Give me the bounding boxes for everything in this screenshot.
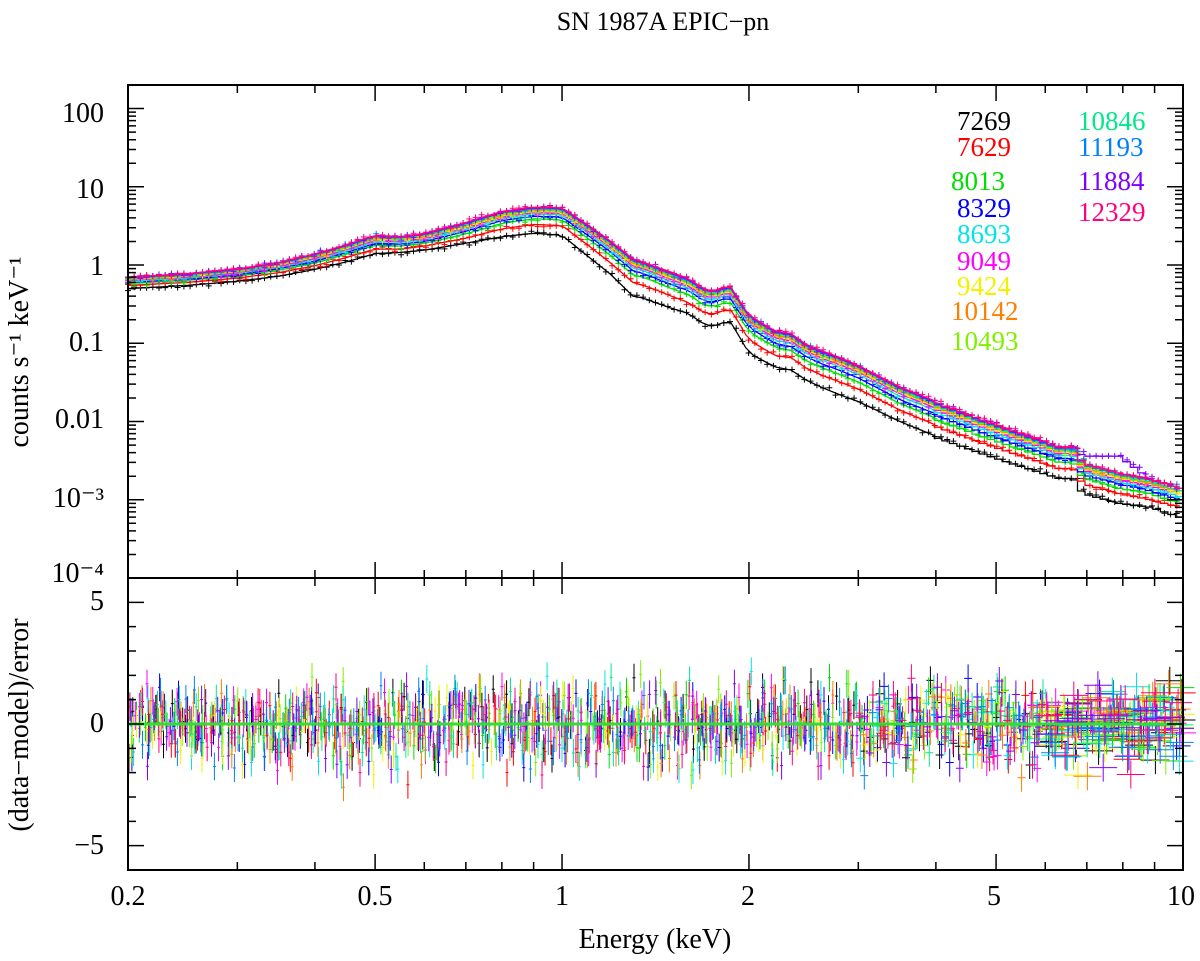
legend-label-10142: 10142	[951, 296, 1019, 326]
x-tick-labels: 0.2 0.5 1 2 5 10	[111, 881, 1196, 912]
residual-tick-label-minus5: −5	[74, 830, 104, 861]
y-tick-label-1e-3: 10⁻³	[53, 483, 104, 514]
legend-label-9424: 9424	[957, 271, 1012, 301]
x-tick-label-2: 2	[741, 881, 755, 912]
x-tick-label-0.2: 0.2	[111, 881, 146, 912]
upper-y-axis-label: counts s⁻¹ keV⁻¹	[4, 257, 35, 448]
residual-errorbars-12329	[128, 664, 1193, 789]
legend-label-8013: 8013	[951, 166, 1005, 196]
residual-tick-label-0: 0	[90, 708, 104, 739]
axis-ticks	[127, 85, 1184, 870]
legend-label-7629: 7629	[957, 132, 1011, 162]
spectrum-model-7629	[127, 223, 1183, 508]
legend-label-11193: 11193	[1078, 132, 1144, 162]
legend-label-10493: 10493	[951, 326, 1019, 356]
y-tick-label-0.1: 0.1	[69, 327, 104, 358]
residual-series-12329	[128, 664, 1193, 789]
residual-points	[127, 657, 1196, 802]
spectrum-model-8693	[127, 213, 1183, 498]
tick-marks	[127, 85, 1184, 870]
legend-label-10846: 10846	[1078, 106, 1146, 136]
spectrum-model-9049	[127, 211, 1183, 495]
y-tick-label-0.01: 0.01	[55, 404, 104, 435]
legend-label-9049: 9049	[957, 246, 1011, 276]
legend-label-8693: 8693	[957, 219, 1011, 249]
x-axis-label: Energy (keV)	[579, 924, 732, 955]
lower-y-tick-labels: 5 0 −5	[74, 586, 104, 861]
spectra-series	[125, 202, 1183, 518]
legend-label-7269: 7269	[957, 106, 1011, 136]
x-tick-label-5: 5	[987, 881, 1001, 912]
y-tick-label-10: 10	[76, 174, 104, 205]
legend-label-11884: 11884	[1078, 166, 1145, 196]
x-tick-label-10: 10	[1167, 881, 1195, 912]
x-tick-label-0.5: 0.5	[358, 881, 393, 912]
spectrum-data-8329	[125, 211, 1180, 502]
spectrum-model-12329	[127, 206, 1183, 489]
spectrum-data-9049	[125, 209, 1180, 495]
x-tick-label-1: 1	[555, 881, 569, 912]
y-tick-label-100: 100	[62, 98, 104, 129]
legend-label-12329: 12329	[1078, 197, 1146, 227]
y-tick-label-1e-4: 10⁻⁴	[51, 558, 104, 589]
spectrum-model-9424	[127, 210, 1183, 495]
y-tick-label-1: 1	[90, 251, 104, 282]
lower-y-axis-label: (data−model)/error	[4, 618, 35, 832]
spectrum-model-7269	[127, 232, 1183, 518]
residual-tick-label-5: 5	[90, 586, 104, 617]
spectrum-model-8329	[127, 215, 1183, 501]
upper-panel-frame	[127, 84, 1184, 579]
legend-label-8329: 8329	[957, 193, 1011, 223]
chart-title: SN 1987A EPIC−pn	[557, 7, 770, 36]
upper-y-tick-labels: 100 10 1 0.1 0.01 10⁻³ 10⁻⁴	[51, 98, 104, 589]
spectrum-series-8013	[125, 214, 1183, 505]
